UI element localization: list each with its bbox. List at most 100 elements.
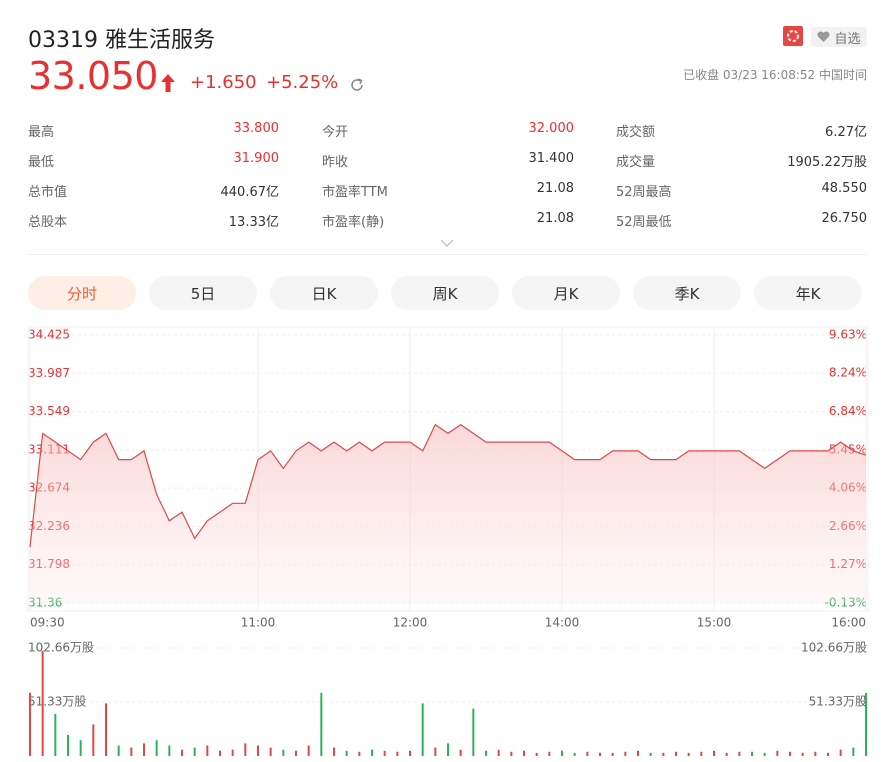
volume-bar xyxy=(155,740,158,756)
y-tick-label: 34.425 xyxy=(28,328,70,342)
volume-bar xyxy=(573,752,576,756)
price-change-pct: +5.25% xyxy=(266,72,339,93)
volume-bar xyxy=(168,745,171,756)
stock-title: 03319 雅生活服务 xyxy=(28,22,215,54)
watch-button[interactable]: 自选 xyxy=(811,27,867,47)
volume-bar xyxy=(586,751,589,756)
volume-bar xyxy=(117,745,120,756)
volume-bar xyxy=(219,750,221,756)
volume-bar xyxy=(472,708,475,756)
stat-value: 31.900 xyxy=(233,151,280,166)
volume-bar xyxy=(181,749,183,756)
x-tick-label: 09:30 xyxy=(30,616,65,630)
volume-bar xyxy=(307,745,310,756)
volume-bar xyxy=(105,703,107,756)
volume-bar xyxy=(763,752,766,756)
volume-bar xyxy=(776,750,779,756)
stat-value: 440.67亿 xyxy=(220,185,280,200)
volume-bar xyxy=(244,743,247,756)
stat-label: 今开 xyxy=(322,125,349,140)
volume-bar xyxy=(814,751,817,756)
price-area xyxy=(30,424,866,603)
volume-bar xyxy=(396,751,399,756)
period-tab[interactable]: 日K xyxy=(270,276,378,310)
x-tick-label: 12:00 xyxy=(393,616,428,630)
expand-chevron[interactable] xyxy=(440,238,454,248)
x-tick-label: 16:00 xyxy=(831,616,866,630)
volume-bar xyxy=(624,751,627,756)
watch-label: 自选 xyxy=(834,31,861,47)
stock-code: 03319 xyxy=(28,28,98,53)
period-tab[interactable]: 周K xyxy=(391,276,499,310)
period-tab[interactable]: 5日 xyxy=(149,276,257,310)
volume-bar xyxy=(54,713,57,756)
stat-value: 32.000 xyxy=(528,121,575,136)
volume-bar xyxy=(320,692,323,756)
period-tab[interactable]: 分时 xyxy=(28,276,136,310)
period-tab[interactable]: 年K xyxy=(754,276,862,310)
up-arrow-icon xyxy=(161,74,175,92)
x-tick-label: 14:00 xyxy=(545,616,580,630)
period-tab[interactable]: 月K xyxy=(512,276,620,310)
stat-value: 26.750 xyxy=(821,211,868,226)
stat-value: 13.33亿 xyxy=(228,215,279,230)
volume-bar xyxy=(687,752,690,756)
stat-value: 21.08 xyxy=(536,181,574,196)
stat-label: 市盈率TTM xyxy=(322,185,388,200)
stat-label: 成交量 xyxy=(616,155,656,170)
y2-tick-label: 6.84% xyxy=(829,404,867,418)
stat-label: 市盈率(静) xyxy=(322,215,385,230)
volume-bar xyxy=(358,751,361,756)
volume-bar xyxy=(41,650,44,756)
volume-bar xyxy=(333,747,335,756)
volume-bar xyxy=(257,745,259,756)
volume-bar xyxy=(852,747,855,756)
stat-value: 21.08 xyxy=(536,211,574,226)
stat-value: 31.400 xyxy=(528,151,575,166)
volume-bar xyxy=(839,749,842,756)
price-line xyxy=(29,423,867,548)
volume-bar xyxy=(193,747,196,756)
volume-bar xyxy=(269,747,272,756)
x-tick-label: 11:00 xyxy=(241,616,276,630)
volume-bar xyxy=(611,752,614,756)
volume-bar xyxy=(206,745,209,756)
market-status: 已收盘 03/23 16:08:52 中国时间 xyxy=(683,68,867,82)
stat-label: 总股本 xyxy=(28,215,68,230)
volume-bar xyxy=(92,724,95,756)
volume-bar xyxy=(485,750,487,756)
price: 33.050 xyxy=(28,54,158,98)
volume-bar xyxy=(143,743,145,756)
hk-flag-icon xyxy=(783,26,803,46)
volume-bar xyxy=(421,703,424,756)
volume-bar xyxy=(662,752,665,756)
y-tick-label: 33.549 xyxy=(28,404,70,418)
volume-bar xyxy=(383,750,386,756)
y-tick-label: 51.33万股 xyxy=(28,695,86,709)
y-tick-label: 33.987 xyxy=(28,366,70,380)
volume-bar xyxy=(282,749,285,756)
stat-value: 48.550 xyxy=(821,181,868,196)
stat-label: 成交额 xyxy=(616,125,656,140)
volume-bar xyxy=(434,747,437,756)
refresh-icon[interactable] xyxy=(349,77,365,93)
volume-bar xyxy=(713,750,715,756)
volume-bar xyxy=(79,740,82,756)
volume-bar xyxy=(447,743,449,756)
volume-bar xyxy=(675,751,677,756)
divider xyxy=(28,254,867,255)
volume-bar xyxy=(827,752,829,756)
stat-label: 总市值 xyxy=(28,185,68,200)
y-tick-label: 102.66万股 xyxy=(28,641,94,655)
stat-label: 最高 xyxy=(28,125,55,140)
price-change: +1.650 xyxy=(190,72,257,93)
volume-bar xyxy=(725,752,728,756)
volume-bar xyxy=(865,692,867,756)
volume-bar xyxy=(345,750,348,756)
y-tick-label-right: 102.66万股 xyxy=(801,641,867,655)
period-tab[interactable]: 季K xyxy=(633,276,741,310)
volume-bar xyxy=(510,751,513,756)
volume-bar xyxy=(548,751,551,756)
